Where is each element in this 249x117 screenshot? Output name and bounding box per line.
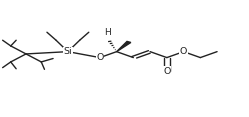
- Text: Si: Si: [63, 47, 72, 56]
- Text: O: O: [163, 67, 171, 76]
- Text: O: O: [96, 53, 104, 62]
- Polygon shape: [117, 41, 131, 52]
- Text: H: H: [104, 28, 111, 37]
- Text: O: O: [180, 47, 187, 56]
